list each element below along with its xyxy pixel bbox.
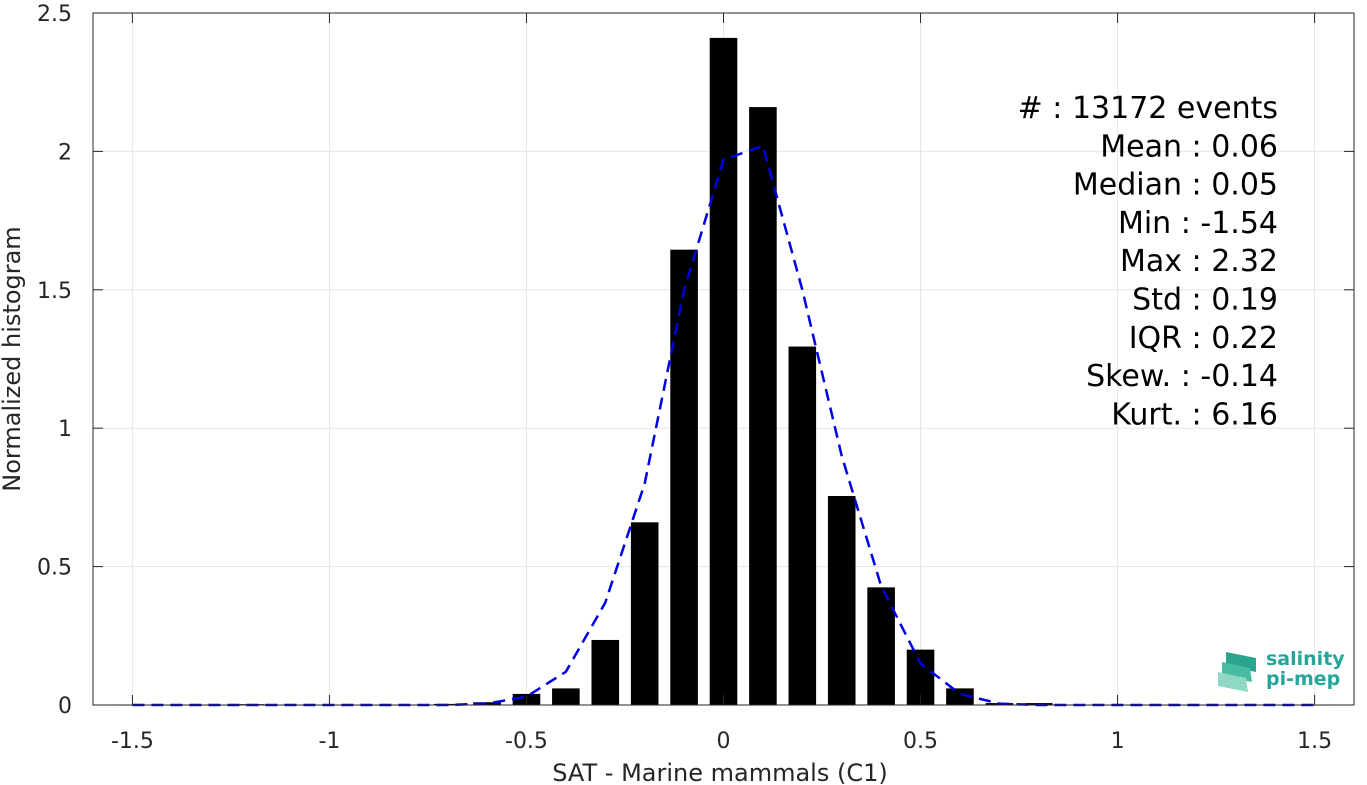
y-tick-label-1: 0.5 xyxy=(37,556,72,581)
y-tick-labels: 0 0.5 1 1.5 2 2.5 xyxy=(37,2,72,719)
stats-line-4: Max : 2.32 xyxy=(1120,244,1278,279)
waves-icon xyxy=(1218,652,1256,692)
stats-line-1: Mean : 0.06 xyxy=(1100,129,1278,164)
stats-line-5: Std : 0.19 xyxy=(1132,283,1278,318)
x-tick-label-4: 0.5 xyxy=(903,729,938,754)
x-tick-label-5: 1 xyxy=(1111,729,1125,754)
x-tick-labels: -1.5 -1 -0.5 0 0.5 1 1.5 xyxy=(111,729,1332,754)
bar-14 xyxy=(670,249,698,705)
stats-line-6: IQR : 0.22 xyxy=(1129,321,1278,356)
bar-11 xyxy=(552,688,580,705)
x-tick-label-6: 1.5 xyxy=(1297,729,1332,754)
stats-line-3: Min : -1.54 xyxy=(1118,206,1278,241)
bar-15 xyxy=(709,37,738,706)
x-tick-label-0: -1.5 xyxy=(111,729,154,754)
bar-17 xyxy=(788,346,817,705)
x-tick-label-2: -0.5 xyxy=(505,729,548,754)
x-axis-label: SAT - Marine mammals (C1) xyxy=(552,759,887,785)
stats-line-8: Kurt. : 6.16 xyxy=(1111,397,1278,432)
bar-9 xyxy=(473,702,501,705)
bar-12 xyxy=(591,639,620,705)
stats-line-2: Median : 0.05 xyxy=(1073,168,1278,203)
bar-13 xyxy=(630,522,659,705)
bar-18 xyxy=(827,496,856,705)
y-tick-label-3: 1.5 xyxy=(37,279,72,304)
y-tick-label-4: 2 xyxy=(58,140,72,165)
y-tick-label-0: 0 xyxy=(58,694,72,719)
y-tick-label-2: 1 xyxy=(58,417,72,442)
x-tick-label-1: -1 xyxy=(318,729,340,754)
x-tick-label-3: 0 xyxy=(717,729,731,754)
y-tick-label-5: 2.5 xyxy=(37,2,72,27)
y-axis-label: Normalized histogram xyxy=(0,226,26,491)
stats-line-7: Skew. : -0.14 xyxy=(1086,359,1278,394)
bar-16 xyxy=(749,107,777,705)
bars xyxy=(118,37,1329,706)
salinity-pi-mep-logo: salinity pi-mep xyxy=(1216,646,1346,696)
logo-line-2: pi-mep xyxy=(1266,668,1341,690)
bar-21 xyxy=(946,688,974,705)
logo-line-1: salinity xyxy=(1266,648,1345,670)
bar-19 xyxy=(867,587,895,705)
stats-line-0: # : 13172 events xyxy=(1018,91,1278,126)
axis-ticks xyxy=(93,12,1354,706)
